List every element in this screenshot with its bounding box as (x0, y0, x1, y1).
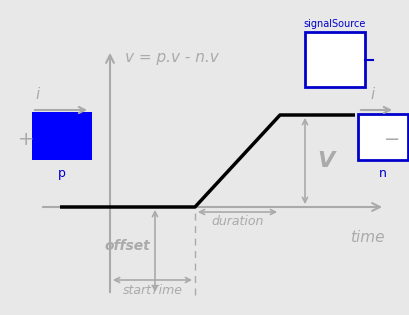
Text: i: i (35, 88, 39, 102)
Bar (304, 32, 364, 87)
Text: −: − (383, 130, 399, 150)
Text: n: n (378, 167, 386, 180)
Text: startTime: startTime (122, 284, 182, 297)
Text: time: time (350, 230, 384, 245)
Text: signalSource: signalSource (303, 19, 365, 29)
Text: v = p.v - n.v: v = p.v - n.v (125, 50, 218, 65)
Text: +: + (18, 130, 34, 150)
Text: offset: offset (104, 239, 150, 253)
Bar (357, 114, 407, 160)
Text: i: i (370, 88, 374, 102)
Text: V: V (316, 151, 333, 171)
Bar (32, 112, 92, 160)
Text: duration: duration (211, 215, 263, 228)
Text: p: p (58, 167, 66, 180)
